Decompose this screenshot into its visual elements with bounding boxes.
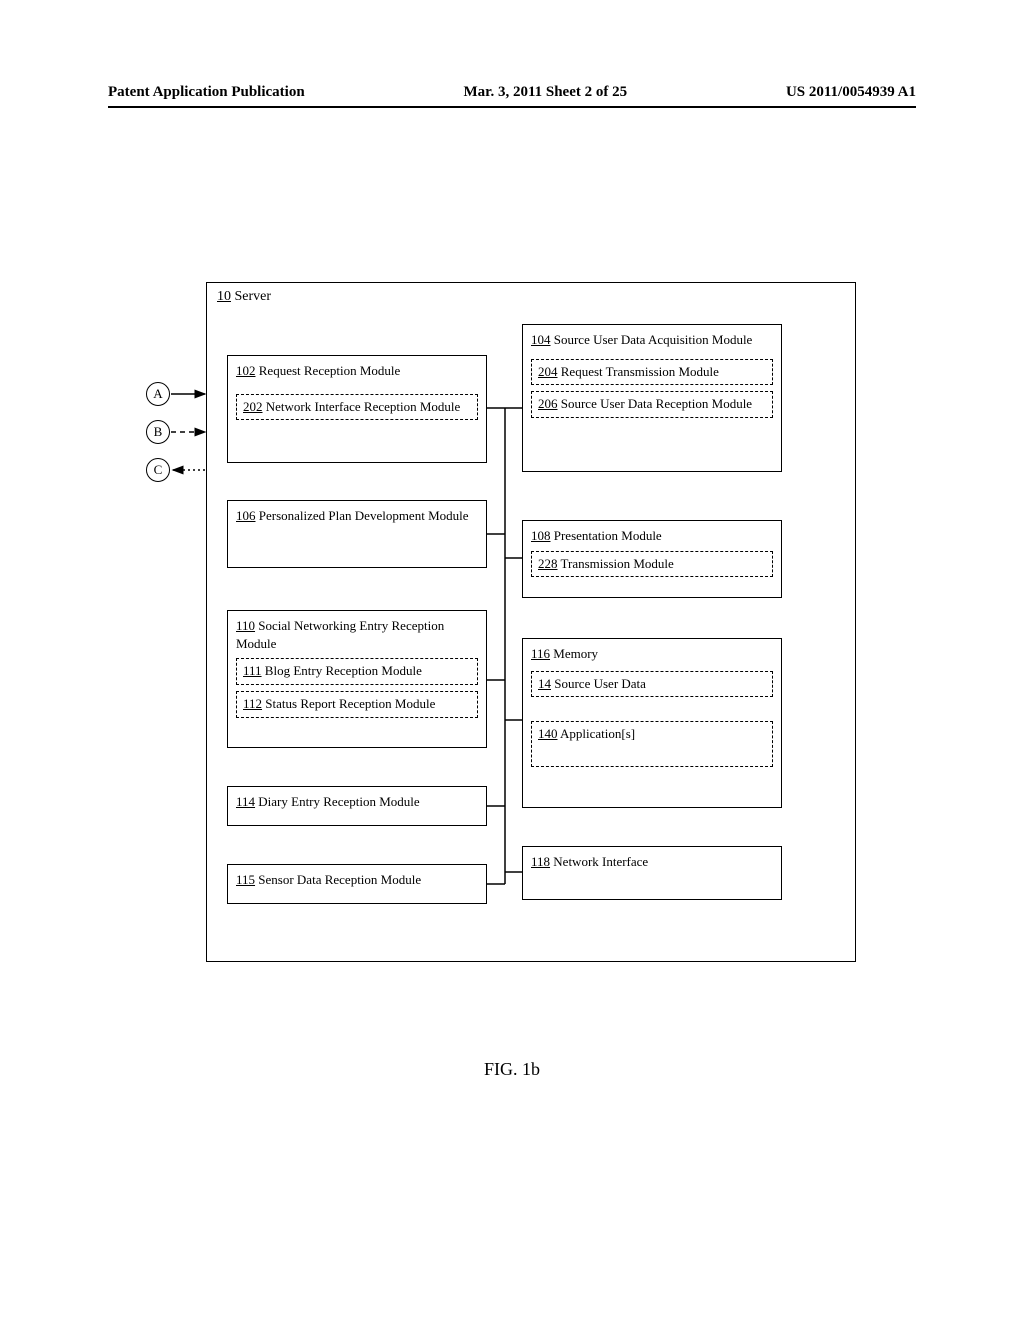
label-114: Diary Entry Reception Module <box>255 794 420 809</box>
module-110-title: 110 Social Networking Entry Reception Mo… <box>236 617 478 652</box>
module-108-title: 108 Presentation Module <box>531 527 773 545</box>
label-116: Memory <box>550 646 598 661</box>
label-111: Blog Entry Reception Module <box>262 663 422 678</box>
label-112: Status Report Reception Module <box>262 696 435 711</box>
node-b: B <box>146 420 170 444</box>
num-110: 110 <box>236 618 255 633</box>
module-112: 112 Status Report Reception Module <box>236 691 478 718</box>
num-202: 202 <box>243 399 263 414</box>
label-204: Request Transmission Module <box>558 364 719 379</box>
page-header: Patent Application Publication Mar. 3, 2… <box>108 84 916 101</box>
module-104-title: 104 Source User Data Acquisition Module <box>531 331 773 349</box>
module-114-title: 114 Diary Entry Reception Module <box>236 793 478 811</box>
label-115: Sensor Data Reception Module <box>255 872 421 887</box>
label-104: Source User Data Acquisition Module <box>551 332 753 347</box>
server-label: Server <box>231 289 271 304</box>
module-118: 118 Network Interface <box>522 846 782 900</box>
num-204: 204 <box>538 364 558 379</box>
label-14: Source User Data <box>551 676 646 691</box>
label-102: Request Reception Module <box>256 363 401 378</box>
module-228: 228 Transmission Module <box>531 551 773 578</box>
num-108: 108 <box>531 528 551 543</box>
header-right: US 2011/0054939 A1 <box>786 84 916 101</box>
label-110: Social Networking Entry Reception Module <box>236 618 444 651</box>
module-110: 110 Social Networking Entry Reception Mo… <box>227 610 487 748</box>
label-140: Application[s] <box>558 726 636 741</box>
label-108: Presentation Module <box>551 528 662 543</box>
module-116-title: 116 Memory <box>531 645 773 663</box>
label-202: Network Interface Reception Module <box>263 399 461 414</box>
server-title: 10 Server <box>217 289 271 305</box>
num-106: 106 <box>236 508 256 523</box>
module-114: 114 Diary Entry Reception Module <box>227 786 487 826</box>
module-202: 202 Network Interface Reception Module <box>236 394 478 421</box>
num-111: 111 <box>243 663 262 678</box>
module-106-title: 106 Personalized Plan Development Module <box>236 507 478 525</box>
num-116: 116 <box>531 646 550 661</box>
num-206: 206 <box>538 396 558 411</box>
module-106: 106 Personalized Plan Development Module <box>227 500 487 568</box>
node-a: A <box>146 382 170 406</box>
num-114: 114 <box>236 794 255 809</box>
module-111: 111 Blog Entry Reception Module <box>236 658 478 685</box>
num-118: 118 <box>531 854 550 869</box>
figure-caption: FIG. 1b <box>0 1059 1024 1080</box>
num-115: 115 <box>236 872 255 887</box>
module-115-title: 115 Sensor Data Reception Module <box>236 871 478 889</box>
header-center: Mar. 3, 2011 Sheet 2 of 25 <box>464 84 628 101</box>
node-c: C <box>146 458 170 482</box>
label-228: Transmission Module <box>558 556 674 571</box>
module-14: 14 Source User Data <box>531 671 773 698</box>
num-102: 102 <box>236 363 256 378</box>
module-204: 204 Request Transmission Module <box>531 359 773 386</box>
module-115: 115 Sensor Data Reception Module <box>227 864 487 904</box>
num-104: 104 <box>531 332 551 347</box>
module-206: 206 Source User Data Reception Module <box>531 391 773 418</box>
module-102: 102 Request Reception Module 202 Network… <box>227 355 487 463</box>
module-102-title: 102 Request Reception Module <box>236 362 478 380</box>
num-14: 14 <box>538 676 551 691</box>
header-left: Patent Application Publication <box>108 84 305 101</box>
label-106: Personalized Plan Development Module <box>256 508 469 523</box>
label-118: Network Interface <box>550 854 648 869</box>
module-108: 108 Presentation Module 228 Transmission… <box>522 520 782 598</box>
label-206: Source User Data Reception Module <box>558 396 753 411</box>
module-118-title: 118 Network Interface <box>531 853 773 871</box>
num-228: 228 <box>538 556 558 571</box>
module-116: 116 Memory 14 Source User Data 140 Appli… <box>522 638 782 808</box>
num-112: 112 <box>243 696 262 711</box>
module-140: 140 Application[s] <box>531 721 773 767</box>
num-140: 140 <box>538 726 558 741</box>
header-rule <box>108 106 916 108</box>
page-root: Patent Application Publication Mar. 3, 2… <box>0 0 1024 1320</box>
server-num: 10 <box>217 289 231 304</box>
module-104: 104 Source User Data Acquisition Module … <box>522 324 782 472</box>
